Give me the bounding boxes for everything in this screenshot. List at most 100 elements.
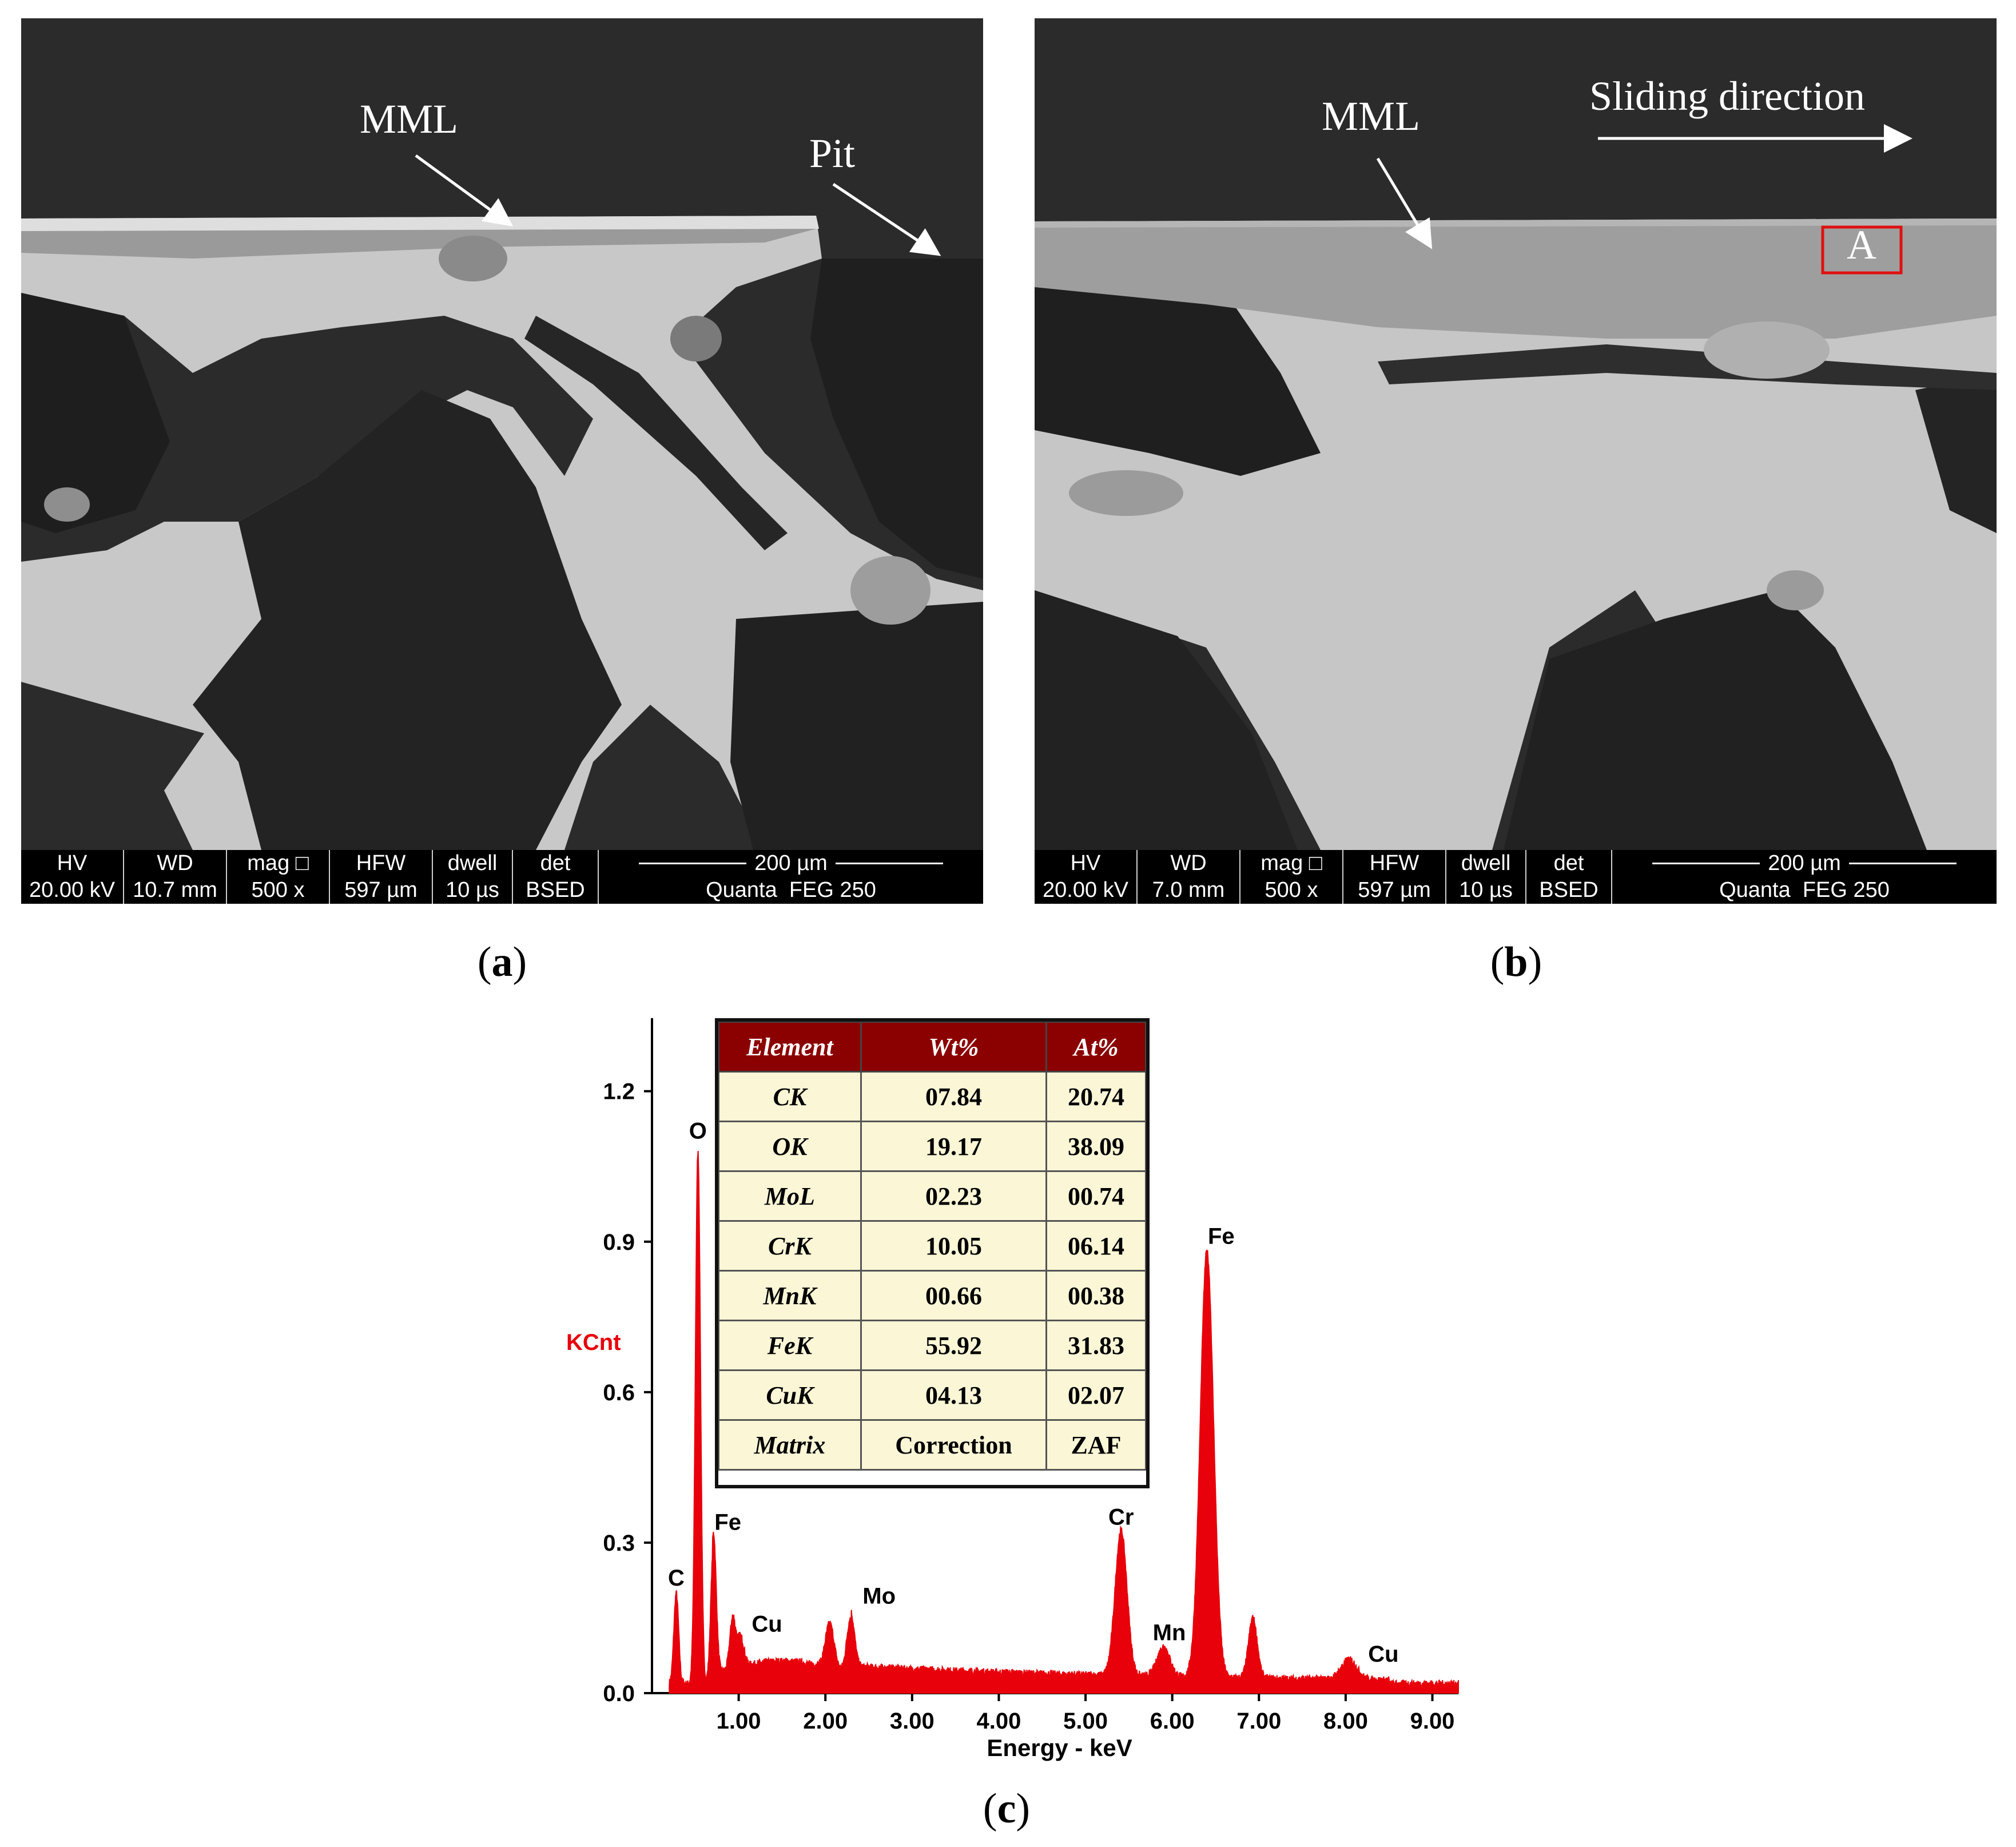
column-header: At%: [1045, 1021, 1147, 1073]
x-tick-label: 2.00: [803, 1709, 848, 1734]
element-cell: MoL: [718, 1170, 862, 1222]
peak-label: Fe: [1208, 1224, 1235, 1249]
at-cell: 06.14: [1045, 1220, 1147, 1272]
spectrum-trace: [669, 1151, 1459, 1694]
databar-value: 20.00 kV: [1043, 878, 1128, 902]
sem-micrograph-a: [21, 18, 983, 904]
databar-header: det: [1553, 851, 1584, 875]
table-row: MoL 02.23 00.74: [718, 1170, 1147, 1222]
wt-cell: 07.84: [860, 1071, 1048, 1122]
element-cell: FeK: [718, 1320, 862, 1371]
eds-composition-table: Element Wt% At% CK 07.84 20.74 OK 19.17 38.0…: [718, 1021, 1147, 1471]
x-tick-label: 4.00: [977, 1709, 1021, 1734]
databar-value: 597 µm: [1358, 878, 1431, 902]
x-tick-label: 1.00: [717, 1709, 761, 1734]
element-cell: MnK: [718, 1270, 862, 1321]
y-axis-label: KCnt: [566, 1330, 621, 1355]
at-cell: 31.83: [1045, 1320, 1147, 1371]
sem-micrograph-b: [1035, 18, 1997, 904]
peak-labels: C O Fe Cu Mo Cr Mn Fe Cu: [668, 1118, 1399, 1666]
databar-value: 7.0 mm: [1152, 878, 1225, 902]
y-tick-label: 1.2: [603, 1079, 635, 1105]
wt-cell: Correction: [860, 1419, 1048, 1471]
column-header: Element: [718, 1021, 862, 1073]
databar-header: dwell: [1461, 851, 1511, 875]
at-cell: 38.09: [1045, 1121, 1147, 1172]
x-tick-label: 9.00: [1410, 1709, 1455, 1734]
table-header-row: Element Wt% At%: [718, 1021, 1147, 1073]
databar-value: 10.7 mm: [133, 878, 217, 902]
x-tick-label: 6.00: [1150, 1709, 1195, 1734]
peak-label: Cu: [751, 1611, 782, 1637]
scale-bar-label: 200 µm: [746, 851, 836, 875]
databar-header: mag □: [1261, 851, 1322, 875]
databar-header: det: [540, 851, 571, 875]
x-tick-label: 5.00: [1063, 1709, 1108, 1734]
at-cell: 02.07: [1045, 1369, 1147, 1421]
mml-label-a: MML: [360, 96, 459, 142]
databar-value: BSED: [1539, 878, 1599, 902]
x-axis-label: Energy - keV: [987, 1734, 1132, 1761]
caption-c: (c): [983, 1785, 1031, 1832]
wt-cell: 00.66: [860, 1270, 1048, 1321]
y-tick-label: 0.9: [603, 1230, 635, 1255]
element-cell: OK: [718, 1121, 862, 1172]
peak-label: Cu: [1368, 1642, 1398, 1667]
databar-value: 500 x: [1265, 878, 1318, 902]
table-row: OK 19.17 38.09: [718, 1121, 1147, 1172]
databar-header: WD: [157, 851, 193, 875]
databar-header: WD: [1170, 851, 1207, 875]
wt-cell: 10.05: [860, 1220, 1048, 1272]
x-tick-label: 3.00: [890, 1709, 935, 1734]
wt-cell: 55.92: [860, 1320, 1048, 1371]
at-cell: 00.38: [1045, 1270, 1147, 1321]
region-a-label: A: [1847, 222, 1876, 268]
mml-arrow-a: [415, 154, 514, 227]
databar-value: 500 x: [251, 878, 305, 902]
table-frame: [715, 1018, 1150, 1488]
scale-bar: 200 µm: [1612, 850, 1997, 877]
mml-arrow-b: [1376, 157, 1433, 249]
table-row: CrK 10.05 06.14: [718, 1220, 1147, 1272]
wt-cell: 04.13: [860, 1369, 1048, 1421]
element-cell: CK: [718, 1071, 862, 1122]
databar-value: 20.00 kV: [29, 878, 115, 902]
sem-image-a: MML Pit HV 20.00 kV WD 10.7 mm mag □ 500 x …: [21, 18, 983, 904]
sem-databar-a: HV 20.00 kV WD 10.7 mm mag □ 500 x HFW 597 µ…: [21, 850, 983, 904]
databar-value: 597 µm: [344, 878, 417, 902]
table-row: CK 07.84 20.74: [718, 1071, 1147, 1122]
databar-header: mag □: [247, 851, 309, 875]
sliding-direction-label: Sliding direction: [1589, 73, 1865, 119]
element-cell: CuK: [718, 1369, 862, 1421]
x-tick-label: 7.00: [1236, 1709, 1281, 1734]
peak-label: Mo: [862, 1584, 896, 1609]
caption-b: (b): [1490, 939, 1542, 986]
x-tick-label: 8.00: [1323, 1709, 1368, 1734]
instrument-name: Quanta FEG 250: [706, 878, 876, 902]
pit-arrow: [832, 182, 941, 256]
wt-cell: 19.17: [860, 1121, 1048, 1172]
databar-header: HV: [1070, 851, 1101, 875]
column-header: Wt%: [860, 1021, 1048, 1073]
table-row: Matrix Correction ZAF: [718, 1419, 1147, 1471]
databar-value: 10 µs: [1459, 878, 1513, 902]
y-tick-label: 0.3: [603, 1531, 635, 1556]
databar-header: HFW: [356, 851, 406, 875]
peak-label: Fe: [714, 1510, 741, 1535]
at-cell: 00.74: [1045, 1170, 1147, 1222]
sem-image-b: MML Sliding direction A HV 20.00 kV WD 7.0…: [1035, 18, 1997, 904]
sem-databar-b: HV 20.00 kV WD 7.0 mm mag □ 500 x HFW 597 µm…: [1035, 850, 1997, 904]
wt-cell: 02.23: [860, 1170, 1048, 1222]
databar-header: dwell: [447, 851, 498, 875]
databar-value: 10 µs: [446, 878, 499, 902]
y-tick-label: 0.6: [603, 1380, 635, 1405]
spectrum-area: [669, 1151, 1459, 1694]
eds-spectrum-chart: 1.2 0.9 0.6 0.3 0.0 1.00 2.00 3.00 4.00 5.00 6.00 7…: [566, 1018, 1459, 1761]
table-row: FeK 55.92 31.83: [718, 1320, 1147, 1371]
scale-bar-label: 200 µm: [1760, 851, 1849, 875]
peak-label: O: [689, 1118, 707, 1143]
element-cell: CrK: [718, 1220, 862, 1272]
scale-bar: 200 µm: [599, 850, 983, 877]
table-row: CuK 04.13 02.07: [718, 1369, 1147, 1421]
pit-label: Pit: [809, 130, 856, 176]
